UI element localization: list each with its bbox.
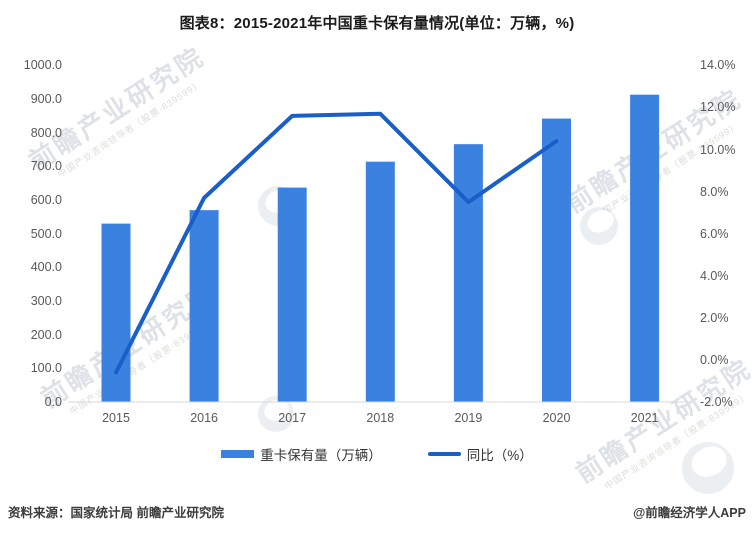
- y-axis-right-tick: 12.0%: [700, 100, 736, 115]
- bar-2019: [453, 144, 483, 402]
- y-axis-left-tick: 300.0: [30, 294, 62, 309]
- x-axis-label-2019: 2019: [454, 411, 483, 425]
- source-note: 资料来源：国家统计局 前瞻产业研究院: [8, 506, 224, 520]
- legend-label-bar: 重卡保有量（万辆）: [260, 448, 382, 463]
- legend-item-line-series: 同比（%）: [427, 444, 533, 464]
- bar-2020: [542, 118, 571, 403]
- y-axis-left-tick: 600.0: [30, 193, 62, 208]
- x-axis-label-2017: 2017: [278, 411, 307, 425]
- legend: 重卡保有量（万辆） 同比（%）: [0, 444, 754, 464]
- x-axis-label-2015: 2015: [102, 411, 130, 425]
- legend-item-bar-series: 重卡保有量（万辆）: [221, 444, 382, 464]
- x-axis-label-2018: 2018: [366, 411, 395, 425]
- y-axis-right-tick: 6.0%: [700, 226, 729, 241]
- bar-2021: [630, 94, 660, 402]
- credit-note: @前瞻经济学人APP: [633, 506, 746, 520]
- y-axis-right-tick: 14.0%: [700, 58, 736, 73]
- bar-2015: [101, 223, 131, 402]
- y-axis-left-tick: 900.0: [30, 92, 62, 107]
- y-axis-right-tick: 8.0%: [700, 184, 729, 199]
- chart-title: 图表8：2015-2021年中国重卡保有量情况(单位：万辆，%): [179, 15, 575, 32]
- bar-2018: [365, 161, 395, 402]
- y-axis-left-tick: 200.0: [30, 327, 62, 342]
- x-axis-label-2021: 2021: [630, 411, 659, 425]
- x-axis-label-2020: 2020: [542, 411, 571, 425]
- bar-2017: [277, 187, 307, 402]
- y-axis-right-tick: -2.0%: [700, 395, 733, 409]
- y-axis-left-tick: 1000.0: [23, 58, 62, 73]
- y-axis-right-tick: 4.0%: [700, 268, 729, 283]
- y-axis-left-tick: 100.0: [30, 361, 62, 376]
- y-axis-left-tick: 0.0: [44, 395, 62, 409]
- legend-label-line: 同比（%）: [466, 448, 533, 463]
- bar-series-swatch-icon: [221, 450, 255, 458]
- x-axis-label-2016: 2016: [190, 411, 218, 425]
- y-axis-left-tick: 800.0: [30, 125, 62, 140]
- y-axis-right-tick: 0.0%: [700, 352, 729, 367]
- y-axis-left-tick: 700.0: [30, 159, 62, 174]
- yoy-line: [114, 111, 559, 375]
- y-axis-left-tick: 400.0: [30, 260, 62, 275]
- bar-2016: [189, 210, 219, 402]
- y-axis-left-tick: 500.0: [30, 226, 62, 241]
- line-series-swatch-icon: [427, 452, 461, 456]
- y-axis-right-tick: 2.0%: [700, 310, 729, 325]
- y-axis-right-tick: 10.0%: [700, 142, 736, 157]
